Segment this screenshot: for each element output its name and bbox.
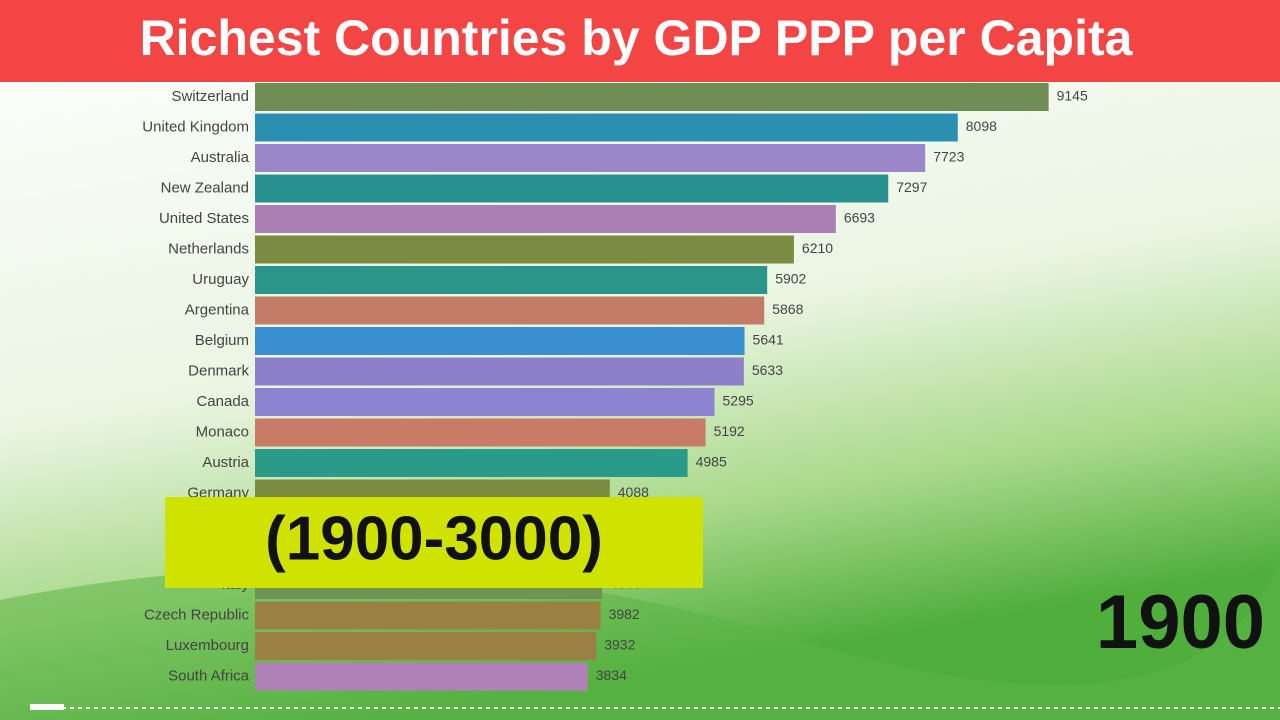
- category-label: Denmark: [188, 362, 249, 379]
- bar: [255, 449, 688, 477]
- value-label: 9145: [1057, 88, 1088, 104]
- category-label: Canada: [196, 393, 249, 410]
- category-label: South Africa: [168, 667, 250, 684]
- year-label: 1900: [1096, 580, 1265, 665]
- value-label: 4985: [696, 454, 727, 470]
- value-label: 7723: [933, 149, 964, 165]
- bar: [255, 83, 1049, 111]
- bar: [255, 174, 889, 203]
- category-label: Belgium: [195, 332, 249, 349]
- category-label: United States: [159, 210, 249, 227]
- value-label: 5868: [772, 301, 803, 317]
- bars: Switzerland 9145 United Kingdom 8098 Austral…: [142, 83, 1088, 691]
- category-label: United Kingdom: [142, 118, 249, 135]
- category-label: Czech Republic: [144, 606, 250, 623]
- value-label: 3982: [609, 606, 640, 622]
- value-label: 3932: [604, 637, 635, 653]
- bar: [255, 296, 765, 325]
- bar: [255, 235, 794, 264]
- bar: [255, 418, 706, 447]
- category-label: Switzerland: [171, 88, 249, 105]
- category-label: Australia: [191, 149, 250, 166]
- value-label: 7297: [896, 179, 927, 195]
- chart-title: Richest Countries by GDP PPP per Capita: [140, 10, 1134, 66]
- category-label: Uruguay: [192, 271, 249, 288]
- category-label: Luxembourg: [166, 637, 249, 654]
- bar: [255, 144, 926, 172]
- bar: [255, 205, 836, 233]
- bar: [255, 632, 597, 660]
- value-label: 6210: [802, 240, 833, 256]
- value-label: 5192: [714, 423, 745, 439]
- bar: [255, 113, 958, 142]
- value-label: 5902: [775, 271, 806, 287]
- value-label: 5295: [723, 393, 754, 409]
- category-label: Argentina: [185, 301, 250, 318]
- bar: [255, 266, 768, 294]
- category-label: New Zealand: [161, 179, 249, 196]
- value-label: 5641: [753, 332, 784, 348]
- value-label: 5633: [752, 362, 783, 378]
- bar: [255, 601, 601, 630]
- category-label: Monaco: [196, 423, 249, 440]
- bar: [255, 327, 745, 355]
- bar: [255, 388, 715, 416]
- subtitle: (1900-3000): [265, 504, 603, 573]
- category-label: Austria: [202, 454, 249, 471]
- value-label: 4088: [618, 484, 649, 500]
- title-banner: [0, 0, 1280, 82]
- value-label: 6693: [844, 210, 875, 226]
- value-label: 3834: [596, 667, 627, 683]
- bar: [255, 662, 588, 691]
- bar: [255, 357, 744, 386]
- value-label: 8098: [966, 118, 997, 134]
- subtitle-box: [165, 497, 703, 588]
- category-label: Netherlands: [168, 240, 249, 257]
- timeline-thumb: [30, 704, 64, 710]
